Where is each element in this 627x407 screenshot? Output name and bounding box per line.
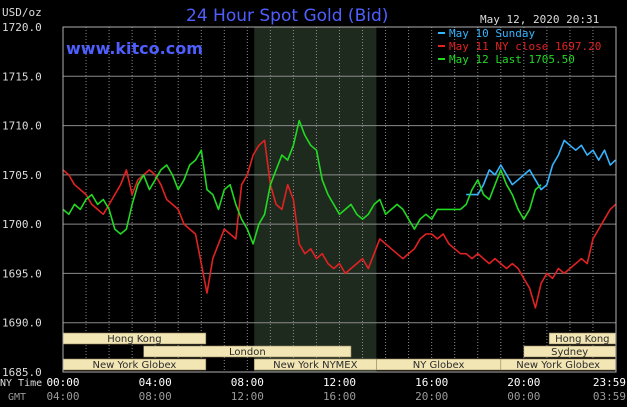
x-tick-label-gmt: 16:00 [323,390,356,403]
series-line-3 [62,119,542,245]
market-session-label: New York NYMEX [273,360,358,371]
x-tick-label-ny: 20:00 [507,376,540,389]
y-axis-ticks: 1720.0 1715.0 1710.0 1705.0 1700.0 1695.0 1690… [2,21,42,379]
y-tick-label: 1710.0 [2,120,42,133]
ny-time-axis-label: NY Time [0,378,42,389]
legend-entry: May 12 Last 1705.50 [449,53,575,66]
x-tick-label-gmt: 03:59 [593,390,626,403]
x-axis-ticks: 00:0004:0004:0008:0008:0012:0012:0016:00… [46,376,626,403]
plot-frame [62,26,617,373]
y-tick-label: 1690.0 [2,317,42,330]
y-tick-label: 1695.0 [2,267,42,280]
x-tick-label-ny: 16:00 [415,376,448,389]
y-tick-label: 1715.0 [2,70,42,83]
y-axis-unit-label: USD/oz [2,6,42,19]
site-watermark: www.kitco.com [66,39,203,58]
nymex-session-shade [254,27,377,372]
series-line-1 [466,139,617,196]
x-tick-label-ny: 23:59 [593,376,626,389]
y-tick-label: 1720.0 [2,21,42,34]
market-session-label: London [229,347,266,358]
x-tick-label-ny: 08:00 [231,376,264,389]
market-session-label: Sydney [551,347,588,358]
x-tick-label-ny: 04:00 [139,376,172,389]
y-tick-label: 1685.0 [2,366,42,379]
market-session-bars: Hong Kong Hong Kong London Sydney New York G… [62,332,616,371]
gmt-axis-label: GMT [8,392,26,403]
legend-entry: May 11 NY close 1697.20 [449,40,601,53]
y-tick-label: 1705.0 [2,169,42,182]
legend-entry: May 10 Sunday [449,27,535,40]
x-tick-label-gmt: 08:00 [139,390,172,403]
market-session-label: NY Globex [413,360,465,371]
x-tick-label-gmt: 04:00 [46,390,79,403]
market-session-label: New York Globex [516,360,600,371]
series-lines [62,119,617,309]
x-tick-label-gmt: 12:00 [231,390,264,403]
chart-title: 24 Hour Spot Gold (Bid) [186,6,388,26]
market-session-label: Hong Kong [107,334,161,345]
market-session-label: New York Globex [92,360,176,371]
market-session-bar [143,345,352,358]
chart-timestamp: May 12, 2020 20:31 [480,13,599,26]
x-tick-label-ny: 00:00 [46,376,79,389]
x-tick-label-ny: 12:00 [323,376,356,389]
x-tick-label-gmt: 00:00 [507,390,540,403]
market-session-label: Hong Kong [555,334,609,345]
x-tick-label-gmt: 20:00 [415,390,448,403]
y-tick-label: 1700.0 [2,218,42,231]
series-line-2 [62,139,617,309]
